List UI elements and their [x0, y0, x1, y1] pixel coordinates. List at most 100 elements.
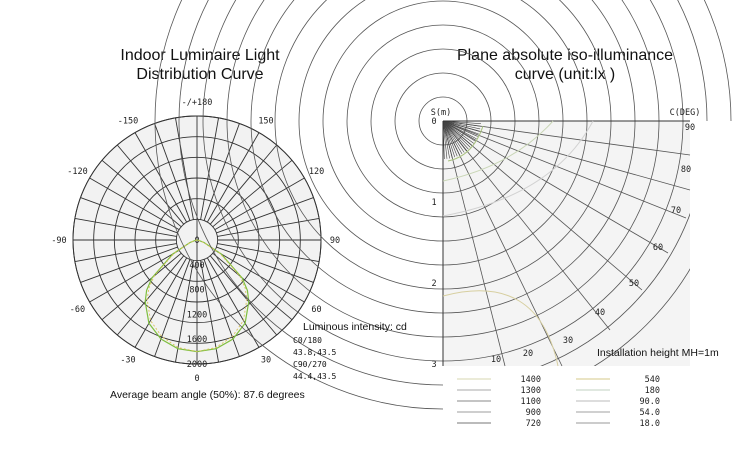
polar-angle-label: 30 — [261, 356, 271, 366]
iso-fine-ray — [442, 120, 481, 127]
iso-c-label: C(DEG) — [670, 108, 701, 118]
polar-radial-label: 2000 — [187, 360, 207, 370]
iso-fine-ray — [442, 120, 456, 158]
polar-spoke — [154, 259, 191, 357]
iso-fine-ray — [442, 120, 469, 150]
iso-title-line1: Plane absolute iso-illuminance — [456, 47, 674, 64]
polar-spoke — [175, 260, 194, 363]
iso-fine-ray — [442, 120, 480, 132]
iso-fine-ray — [442, 120, 473, 146]
iso-vertical-tick: 3 — [431, 360, 436, 370]
iso-title: Plane absolute iso-illuminance curve (un… — [410, 46, 720, 84]
iso-angle-tick: 20 — [523, 349, 533, 359]
iso-fine-ray — [442, 120, 478, 137]
iso-curve — [442, 120, 594, 217]
iso-legend-value: 18.0 — [640, 419, 660, 429]
installation-height-note: Installation height MH=1m — [597, 347, 719, 359]
iso-fine-ray — [442, 120, 474, 144]
iso-ray — [442, 120, 691, 191]
polar-spoke — [134, 257, 188, 348]
polar-spoke — [209, 144, 278, 225]
polar-spoke — [206, 132, 260, 223]
intensity-label: Luminous intensity: cd — [303, 321, 407, 333]
polar-spoke — [116, 255, 185, 336]
c0-label: C0/180 — [293, 336, 322, 345]
polar-spoke — [214, 177, 305, 231]
polar-angle-label: -120 — [67, 167, 87, 177]
polar-spoke — [209, 255, 278, 336]
polar-spoke — [80, 197, 178, 234]
iso-angle-tick: 10 — [491, 355, 501, 365]
iso-legend-value: 720 — [526, 419, 541, 429]
iso-s-label: S(m) — [431, 108, 451, 118]
iso-angle-tick: 70 — [671, 206, 681, 216]
polar-angle-label: 0 — [194, 374, 199, 384]
iso-ray — [442, 120, 687, 219]
iso-ray — [442, 120, 669, 254]
polar-radial-label: 0 — [194, 236, 199, 246]
iso-legend-value: 1300 — [521, 386, 541, 396]
iso-fine-ray — [442, 120, 476, 142]
iso-fine-ray — [442, 120, 481, 130]
iso-angle-tick: 90 — [685, 123, 695, 133]
polar-angle-label: -/+180 — [182, 98, 213, 108]
polar-spoke — [206, 257, 260, 348]
iso-fine-ray — [442, 120, 448, 159]
polar-spoke — [200, 117, 219, 220]
polar-title-line2: Distribution Curve — [136, 66, 264, 83]
iso-mask — [443, 121, 750, 460]
polar-radial-label: 400 — [189, 261, 204, 271]
iso-angle-tick: 50 — [629, 279, 639, 289]
iso-curve — [442, 120, 554, 182]
iso-vertical-tick: 2 — [431, 279, 436, 289]
polar-spoke — [89, 177, 180, 231]
polar-spoke — [89, 249, 180, 303]
iso-fine-ray — [442, 120, 479, 135]
polar-spoke — [116, 144, 185, 225]
polar-radial-label: 1200 — [187, 310, 207, 320]
iso-title-line2: curve (unit:lx ) — [514, 66, 616, 83]
polar-spoke — [154, 123, 191, 221]
polar-angle-label: -30 — [120, 356, 135, 366]
iso-ray — [442, 120, 691, 156]
iso-fine-ray — [442, 120, 471, 148]
iso-fine-ray — [442, 120, 460, 156]
polar-angle-label: -60 — [70, 305, 85, 315]
iso-ray — [442, 120, 506, 367]
polar-angle-label: -90 — [51, 236, 66, 246]
polar-spoke — [175, 117, 194, 220]
iso-ray — [442, 120, 563, 367]
iso-angle-tick: 80 — [681, 165, 691, 175]
beam-angle-note: Average beam angle (50%): 87.6 degrees — [110, 389, 305, 401]
iso-fine-ray — [442, 120, 463, 155]
iso-legend-value: 90.0 — [640, 397, 660, 407]
iso-legend-value: 900 — [526, 408, 541, 418]
iso-angle-tick: 40 — [595, 308, 605, 318]
iso-angle-tick: 60 — [653, 243, 663, 253]
polar-spoke — [200, 260, 219, 363]
polar-spoke — [80, 246, 178, 283]
iso-ray — [442, 120, 611, 331]
iso-legend-value: 1100 — [521, 397, 541, 407]
c-values-block: C0/180 43.8,43.5 C90/270 44.4,43.5 — [293, 335, 336, 383]
polar-spoke — [216, 246, 314, 283]
polar-radial-label: 1600 — [187, 335, 207, 345]
polar-spoke — [101, 159, 182, 228]
polar-angle-label: 90 — [330, 236, 340, 246]
iso-fine-ray — [442, 120, 453, 158]
iso-vertical-tick: 0 — [431, 117, 436, 127]
iso-vertical-tick: 1 — [431, 198, 436, 208]
polar-angle-label: 150 — [258, 116, 273, 126]
polar-series-curve — [146, 239, 248, 353]
polar-spoke — [101, 252, 182, 321]
polar-spoke — [203, 123, 240, 221]
polar-spoke — [217, 218, 320, 237]
polar-spoke — [74, 218, 177, 237]
c90-label: C90/270 — [293, 360, 327, 369]
polar-spoke — [212, 252, 293, 321]
iso-curve — [442, 290, 559, 367]
iso-fine-ray — [442, 120, 477, 140]
polar-angle-label: 60 — [311, 305, 321, 315]
iso-fine-ray — [442, 120, 465, 153]
